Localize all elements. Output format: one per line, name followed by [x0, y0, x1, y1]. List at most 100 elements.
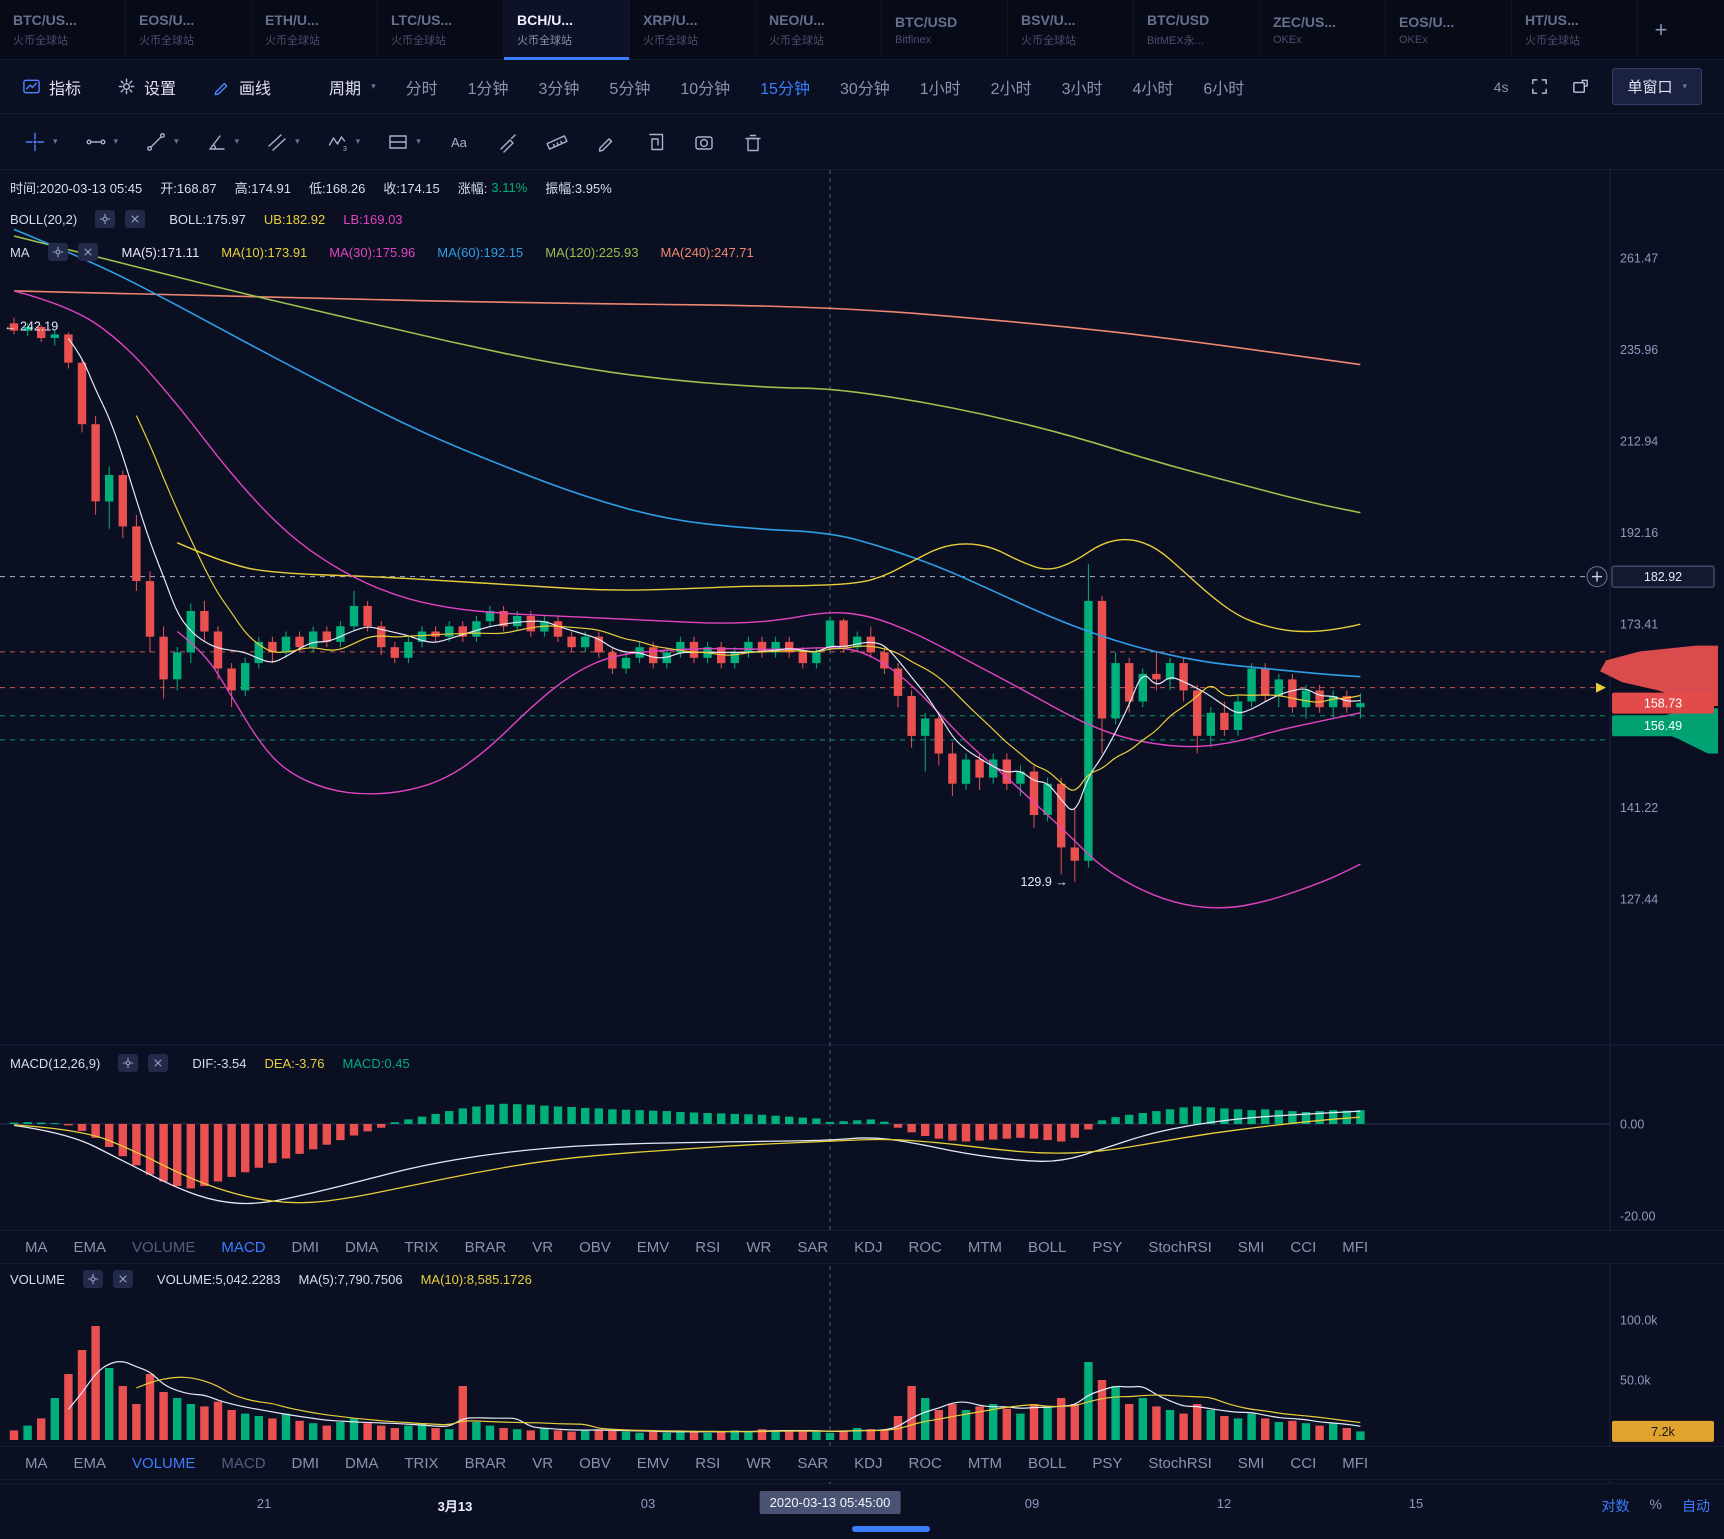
indicator-tab-wr-row2[interactable]: WR — [746, 1454, 772, 1472]
ma-close-button[interactable] — [77, 243, 98, 261]
candles-layer[interactable] — [9, 317, 1365, 882]
angle-tool[interactable]: ▾ — [206, 131, 239, 153]
indicator-tab-wr-row1[interactable]: WR — [746, 1238, 772, 1256]
indicator-tab-mfi-row2[interactable]: MFI — [1342, 1454, 1369, 1472]
indicator-tab-psy-row2[interactable]: PSY — [1092, 1454, 1123, 1472]
indicator-tab-cci-row1[interactable]: CCI — [1290, 1238, 1317, 1256]
period-option-4小时[interactable]: 4小时 — [1132, 80, 1174, 98]
channel-tool[interactable]: ▾ — [266, 131, 300, 153]
indicator-tab-cci-row2[interactable]: CCI — [1290, 1454, 1317, 1472]
symbol-tab-10[interactable]: ZEC/US... OKEx — [1260, 0, 1386, 59]
indicator-tab-psy-row1[interactable]: PSY — [1092, 1238, 1123, 1256]
symbol-tab-7[interactable]: BTC/USD Bitfinex — [882, 0, 1008, 59]
indicator-tab-dmi-row1[interactable]: DMI — [291, 1238, 320, 1256]
indicator-tab-vr-row1[interactable]: VR — [532, 1238, 554, 1256]
boll-close-button[interactable] — [125, 210, 146, 228]
trendline-tool[interactable]: ▾ — [145, 131, 179, 153]
period-option-2小时[interactable]: 2小时 — [990, 80, 1032, 98]
period-dropdown[interactable]: 周期 ▾ — [329, 75, 376, 99]
symbol-tab-11[interactable]: EOS/U... OKEx — [1386, 0, 1512, 59]
indicator-tab-mtm-row1[interactable]: MTM — [967, 1238, 1002, 1256]
indicator-tab-dmi-row2[interactable]: DMI — [291, 1454, 320, 1472]
indicator-tab-volume-row2[interactable]: VOLUME — [132, 1454, 196, 1472]
indicators-button[interactable]: 指标 — [22, 75, 81, 99]
fullscreen-icon[interactable] — [1530, 77, 1549, 96]
volume-close-button[interactable] — [112, 1270, 133, 1288]
indicator-tab-emv-row2[interactable]: EMV — [636, 1454, 670, 1472]
period-option-30分钟[interactable]: 30分钟 — [839, 80, 890, 98]
indicator-tab-smi-row1[interactable]: SMI — [1237, 1238, 1265, 1256]
indicator-tab-brar-row1[interactable]: BRAR — [464, 1238, 507, 1256]
segment-tool[interactable]: ▾ — [85, 131, 118, 153]
indicator-tab-kdj-row2[interactable]: KDJ — [854, 1454, 883, 1472]
symbol-tab-2[interactable]: ETH/U... 火币全球站 — [252, 0, 378, 59]
chart-canvas[interactable]: 261.47235.96212.94192.16173.41141.22127.… — [0, 170, 1724, 1539]
period-option-3分钟[interactable]: 3分钟 — [538, 80, 580, 98]
symbol-tab-3[interactable]: LTC/US... 火币全球站 — [378, 0, 504, 59]
ruler-tool[interactable] — [546, 131, 568, 153]
period-option-分时[interactable]: 分时 — [405, 80, 438, 98]
symbol-tab-5[interactable]: XRP/U... 火币全球站 — [630, 0, 756, 59]
percent-scale-toggle[interactable]: % — [1649, 1496, 1662, 1512]
symbol-tab-0[interactable]: BTC/US... 火币全球站 — [0, 0, 126, 59]
wave-tool[interactable]: 3 ▾ — [327, 131, 360, 153]
volume-settings-button[interactable] — [82, 1270, 103, 1288]
indicator-tab-stochrsi-row1[interactable]: StochRSI — [1148, 1238, 1212, 1256]
auto-scale-toggle[interactable]: 自动 — [1682, 1498, 1710, 1514]
settings-button[interactable]: 设置 — [117, 75, 176, 99]
window-mode-dropdown[interactable]: 单窗口 ▾ — [1612, 68, 1702, 105]
indicator-tab-obv-row2[interactable]: OBV — [579, 1454, 611, 1472]
indicator-tab-stochrsi-row2[interactable]: StochRSI — [1148, 1454, 1212, 1472]
period-option-1小时[interactable]: 1小时 — [919, 80, 961, 98]
pattern-tool[interactable] — [644, 131, 666, 153]
period-option-1分钟[interactable]: 1分钟 — [467, 80, 509, 98]
indicator-tab-rsi-row1[interactable]: RSI — [695, 1238, 721, 1256]
period-option-6小时[interactable]: 6小时 — [1203, 80, 1245, 98]
indicator-tab-macd-row1[interactable]: MACD — [221, 1238, 266, 1256]
indicator-tab-vr-row2[interactable]: VR — [532, 1454, 554, 1472]
indicator-tab-brar-row2[interactable]: BRAR — [464, 1454, 507, 1472]
popout-window-icon[interactable] — [1571, 77, 1590, 96]
indicator-tab-ma-row1[interactable]: MA — [25, 1238, 48, 1256]
horizontal-scrollbar-thumb[interactable] — [852, 1526, 930, 1532]
macd-close-button[interactable] — [148, 1054, 169, 1072]
indicator-tab-obv-row1[interactable]: OBV — [579, 1238, 611, 1256]
indicator-tab-roc-row1[interactable]: ROC — [908, 1238, 942, 1256]
symbol-tab-6[interactable]: NEO/U... 火币全球站 — [756, 0, 882, 59]
crosshair-tool[interactable]: ▾ — [24, 131, 58, 153]
log-scale-toggle[interactable]: 对数 — [1601, 1498, 1630, 1514]
draw-line-button[interactable]: 画线 — [212, 75, 271, 99]
period-option-3小时[interactable]: 3小时 — [1061, 80, 1103, 98]
fibbox-tool[interactable]: ▾ — [387, 131, 421, 153]
chart-area[interactable]: 261.47 235.96 212.94 192.16 173.41 141.22 127.… — [0, 170, 1724, 1539]
indicator-tab-dma-row2[interactable]: DMA — [345, 1454, 379, 1472]
indicator-tab-boll-row1[interactable]: BOLL — [1028, 1238, 1067, 1256]
period-option-10分钟[interactable]: 10分钟 — [680, 80, 731, 98]
indicator-tab-emv-row1[interactable]: EMV — [636, 1238, 670, 1256]
indicator-tab-trix-row2[interactable]: TRIX — [404, 1454, 439, 1472]
indicator-tab-kdj-row1[interactable]: KDJ — [854, 1238, 883, 1256]
boll-settings-button[interactable] — [95, 210, 116, 228]
indicator-tab-mfi-row1[interactable]: MFI — [1342, 1238, 1369, 1256]
ma-settings-button[interactable] — [47, 243, 68, 261]
period-option-5分钟[interactable]: 5分钟 — [609, 80, 651, 98]
symbol-tab-8[interactable]: BSV/U... 火币全球站 — [1008, 0, 1134, 59]
indicator-tab-roc-row2[interactable]: ROC — [908, 1454, 942, 1472]
symbol-tab-9[interactable]: BTC/USD BitMEX永... — [1134, 0, 1260, 59]
symbol-tab-12[interactable]: HT/US... 火币全球站 — [1512, 0, 1638, 59]
indicator-tab-ema-row1[interactable]: EMA — [73, 1238, 107, 1256]
symbol-tab-4[interactable]: BCH/U... 火币全球站 — [504, 0, 630, 60]
price-axis[interactable]: 261.47 235.96 212.94 192.16 173.41 141.22 127.… — [1620, 252, 1658, 1388]
indicator-tab-volume-row1[interactable]: VOLUME — [132, 1238, 196, 1256]
indicator-tab-macd-row2[interactable]: MACD — [221, 1454, 266, 1472]
indicator-tab-boll-row2[interactable]: BOLL — [1028, 1454, 1067, 1472]
trash-tool[interactable] — [742, 131, 764, 153]
add-symbol-button[interactable]: + — [1654, 16, 1668, 42]
indicator-tab-trix-row1[interactable]: TRIX — [404, 1238, 439, 1256]
indicator-tab-dma-row1[interactable]: DMA — [345, 1238, 379, 1256]
indicator-tab-sar-row2[interactable]: SAR — [797, 1454, 829, 1472]
indicator-tab-mtm-row2[interactable]: MTM — [967, 1454, 1002, 1472]
camera-tool[interactable] — [693, 131, 715, 153]
indicator-tab-ema-row2[interactable]: EMA — [73, 1454, 107, 1472]
text-tool[interactable]: Aa — [448, 131, 470, 153]
